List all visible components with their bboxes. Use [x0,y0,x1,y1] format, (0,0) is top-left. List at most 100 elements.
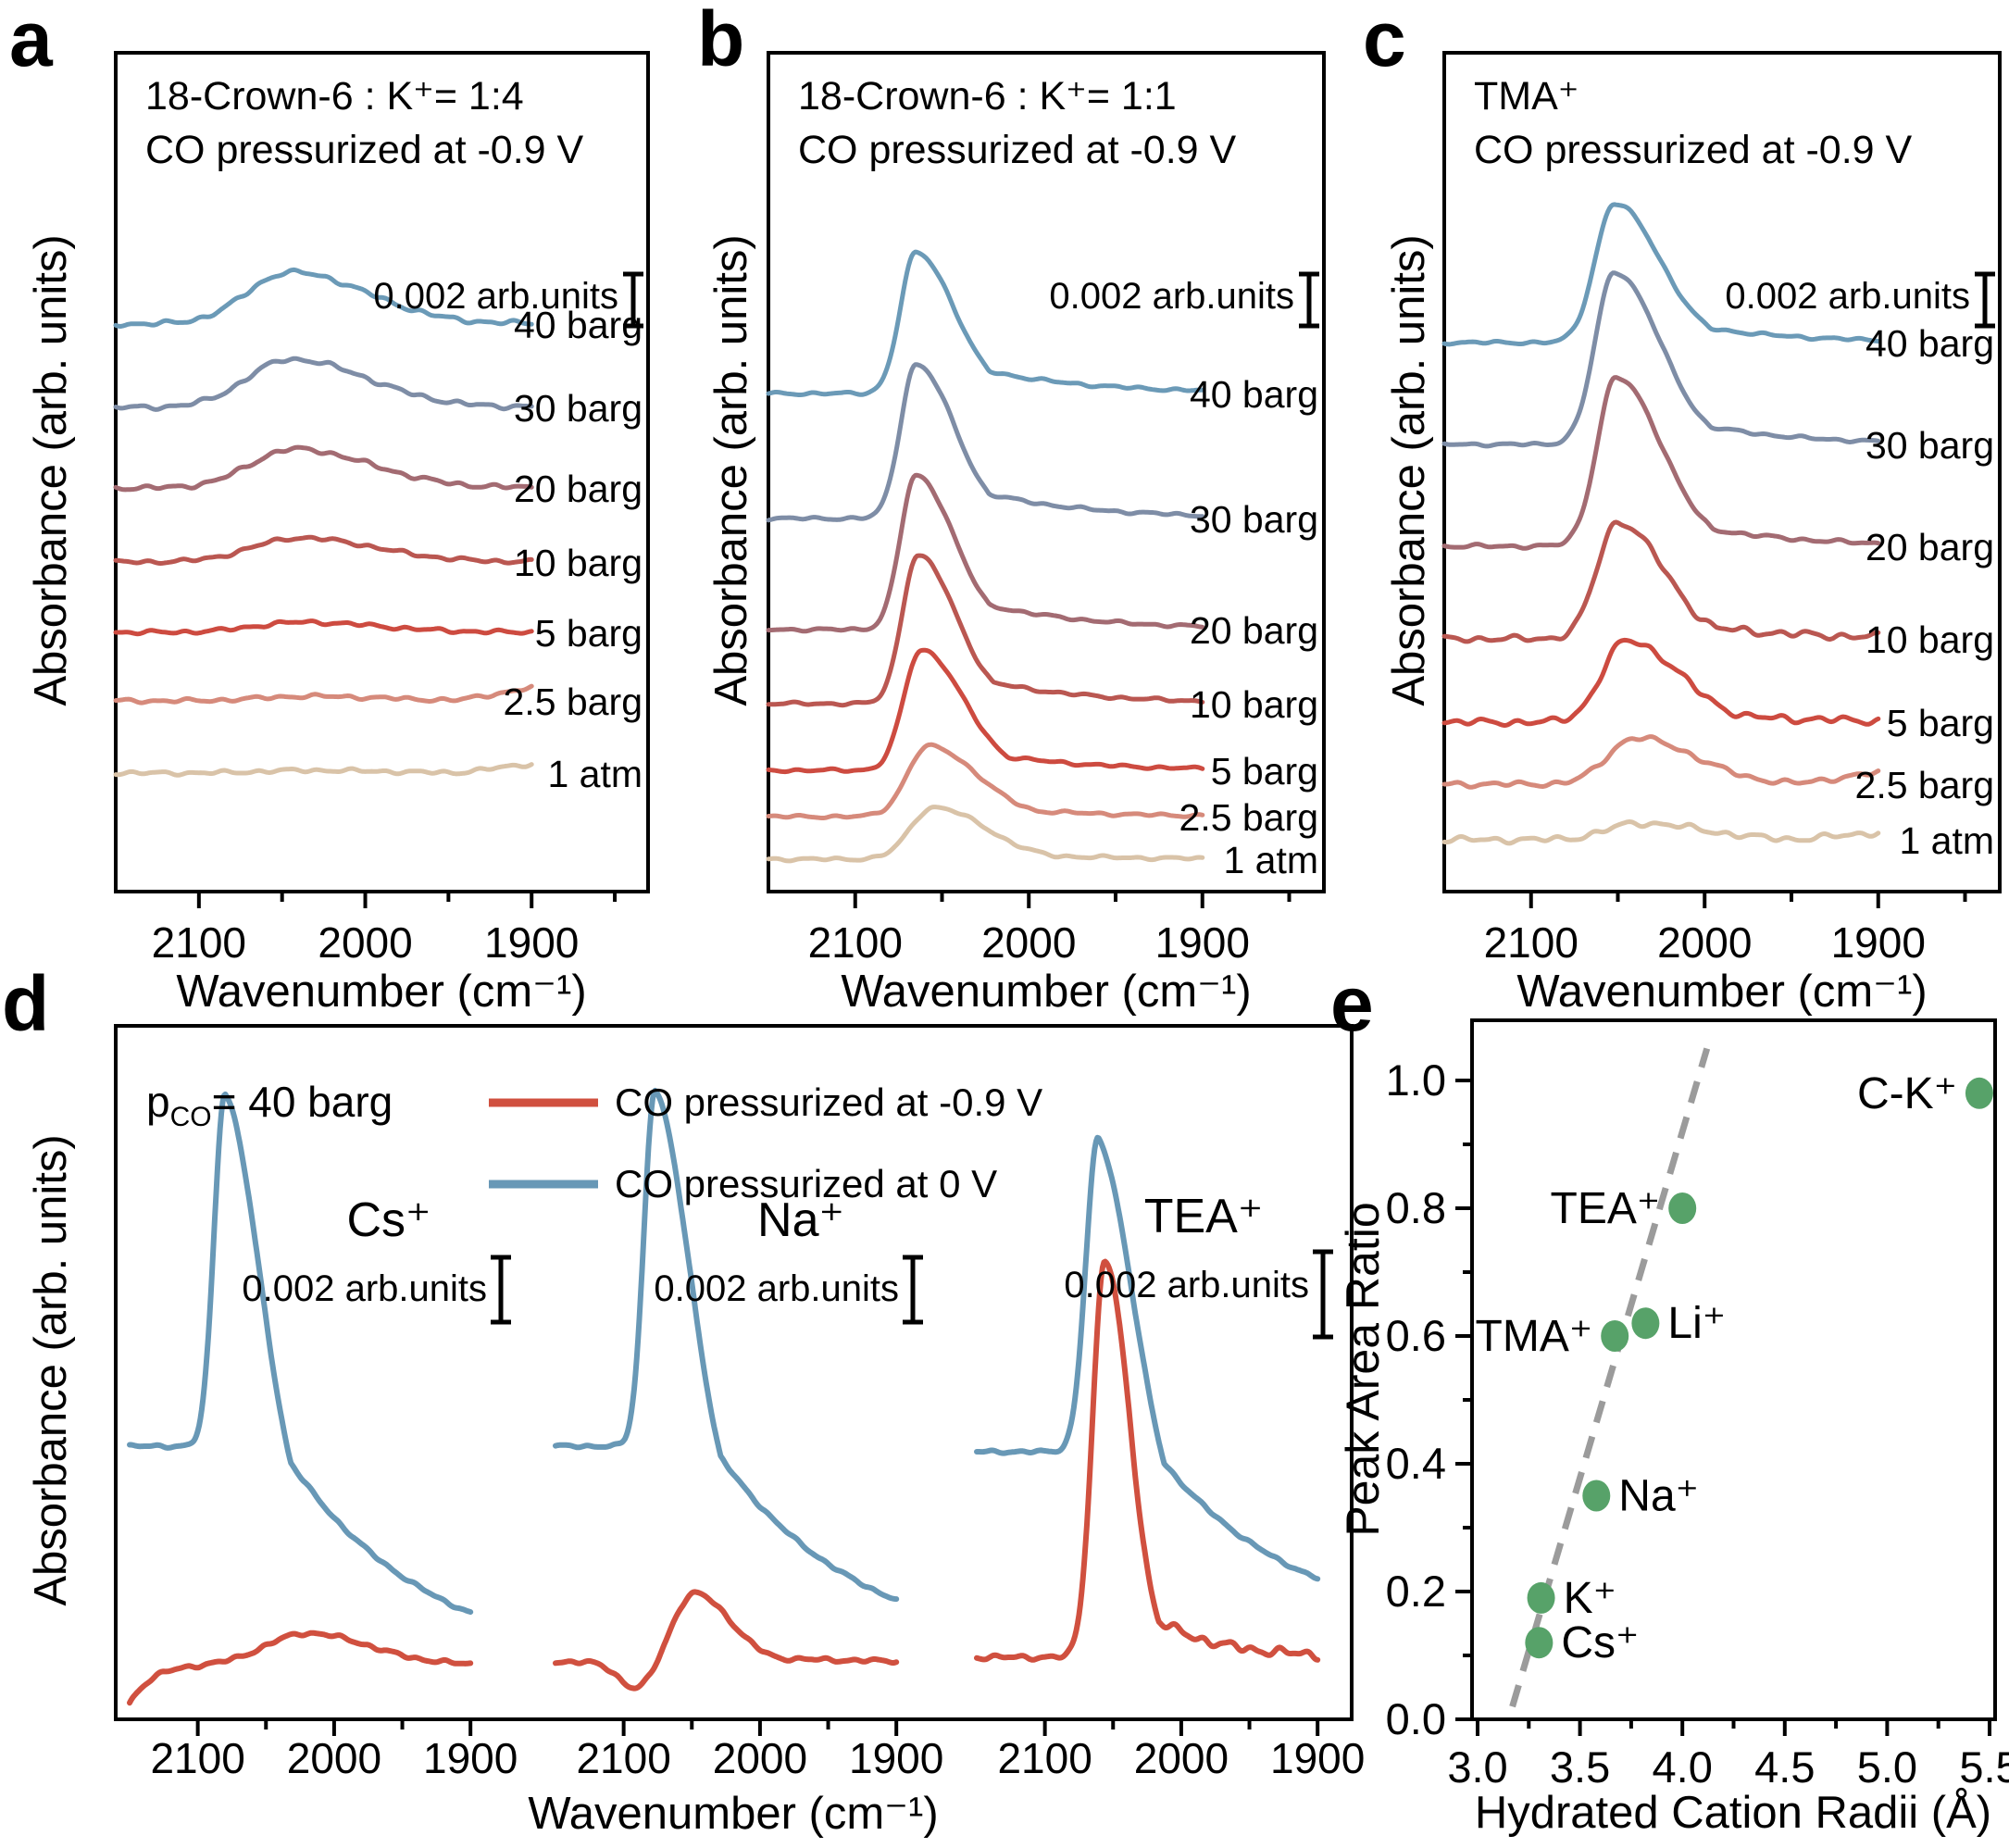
data-point-K [1527,1581,1555,1614]
spectrum-trace-40-barg [766,249,1205,397]
trace-label: 10 barg [1190,683,1318,726]
y-tick-label: 0.0 [1386,1694,1446,1743]
x-tick-label: 5.5 [1959,1742,2009,1792]
panel-letter-b: b [697,0,745,82]
trace-label: 30 barg [514,387,643,430]
x-tick-label: 2100 [1484,918,1578,967]
x-tick-label: 2100 [808,918,903,967]
data-point-C-K [1965,1077,1993,1109]
panel-e-xaxis-title: Hydrated Cation Radii (Å) [1474,1788,1992,1838]
point-label: TMA⁺ [1476,1312,1593,1361]
x-tick-label: 1900 [849,1734,943,1782]
scale-bar-bracket [623,271,643,329]
trace-label: 1 atm [1223,839,1318,881]
panel-letter-d: d [2,960,50,1047]
spectrum-trace-Cs--0.9V [127,1629,474,1706]
spectrum-trace-40-barg [113,267,534,329]
data-point-TEA [1668,1192,1697,1224]
panel-c-box [1442,51,2002,893]
panel-c-xaxis-title: Wavenumber (cm⁻¹) [1516,967,1928,1017]
pco-subscript: CO [169,1102,212,1132]
spectrum-trace-5-barg [113,618,534,637]
x-tick-label: 2100 [150,1734,244,1782]
spectrum-trace-10-barg [1441,519,1881,644]
panel-a-scalebar-label: 0.002 arb.units [373,276,618,317]
spectrum-trace-Na-0V [553,1087,900,1603]
data-point-TMA [1601,1320,1629,1352]
x-tick-label: 1900 [1155,918,1250,967]
panel-a-plot: 2100 2000 1900 40 barg 30 barg 20 barg 10 barg… [113,51,650,967]
scale-bar-bracket [1299,271,1319,329]
trace-label: 20 barg [514,468,643,510]
x-tick-label: 2000 [287,1734,381,1782]
spectrum-trace-TEA--0.9V [974,1258,1321,1663]
y-tick-label: 1.0 [1386,1055,1446,1105]
point-label: TEA⁺ [1551,1184,1661,1233]
panel-b-plot: 2100 2000 1900 40 barg 30 barg 20 barg 10 barg… [766,51,1326,967]
spectrum-trace-Cs-0V [127,1091,474,1616]
data-point-Cs [1525,1627,1554,1659]
panel-b-yaxis-title: Absorbance (arb. units) [706,234,756,706]
trace-label: 10 barg [1866,618,1994,661]
point-label: Na⁺ [1618,1472,1699,1521]
spectrum-trace-TEA-0V [974,1134,1321,1582]
data-point-Na [1582,1480,1611,1512]
spectrum-trace-2.5-barg [113,683,534,705]
x-tick-label: 4.5 [1754,1742,1815,1792]
panel-e-yaxis-title: Peak Area Ratio [1337,1202,1389,1537]
spectrum-trace-30-barg [1441,270,1881,449]
spectrum-trace-10-barg [113,534,534,566]
scale-bar-bracket [1975,271,1995,329]
panel-d-xaxis-title: Wavenumber (cm⁻¹) [528,1789,939,1839]
scale-bar-bracket [903,1255,923,1325]
panel-d-yaxis-title: Absorbance (arb. units) [26,1134,76,1606]
scale-bar-bracket [1313,1249,1333,1340]
spectrum-trace-20-barg [766,472,1205,634]
pco-value: = 40 barg [211,1078,393,1126]
point-label: C-K⁺ [1857,1069,1957,1118]
trace-label: 5 barg [535,612,643,655]
x-tick-label: 2000 [1657,918,1752,967]
legend-label-red: CO pressurized at -0.9 V [615,1080,1043,1124]
x-tick-label: 2100 [152,918,246,967]
spectrum-trace-30-barg [113,356,534,412]
ion-label-na: Na⁺ [757,1193,844,1247]
x-tick-label: 2000 [318,918,412,967]
x-tick-label: 3.5 [1550,1742,1610,1792]
panel-c-title-line1: TMA⁺ [1474,74,1579,119]
x-tick-label: 2000 [981,918,1076,967]
trace-label: 2.5 barg [504,681,643,723]
panel-a-xaxis-title: Wavenumber (cm⁻¹) [176,967,587,1017]
y-tick-label: 0.8 [1386,1183,1446,1232]
panel-b-box [767,51,1326,893]
ion-label-cs: Cs⁺ [346,1193,431,1247]
spectrum-trace-1-atm [766,805,1205,864]
spectrum-trace-2.5-barg [1441,734,1881,790]
panel-a-title-line2: CO pressurized at -0.9 V [145,128,584,172]
legend-label-blue: CO pressurized at 0 V [615,1162,998,1205]
x-tick-label: 1900 [423,1734,518,1782]
panel-a-yaxis-title: Absorbance (arb. units) [26,234,76,706]
panel-c-yaxis-title: Absorbance (arb. units) [1384,234,1434,706]
point-label: K⁺ [1564,1574,1616,1623]
x-tick-label: 3.0 [1447,1742,1507,1792]
trace-label: 20 barg [1866,526,1994,568]
x-tick-label: 4.0 [1653,1742,1713,1792]
trace-label: 40 barg [1190,373,1318,416]
panel-letter-a: a [9,0,53,82]
panel-e-box [1470,1018,1997,1721]
panel-c-scalebar-label: 0.002 arb.units [1725,276,1970,317]
x-tick-label: 2100 [997,1734,1092,1782]
x-tick-label: 1900 [1831,918,1926,967]
spectrum-trace-20-barg [1441,375,1881,551]
x-tick-label: 2000 [1134,1734,1229,1782]
spectrum-trace-30-barg [766,362,1205,523]
point-label: Li⁺ [1667,1299,1726,1348]
x-tick-label: 2100 [576,1734,670,1782]
group-tea-scalebar-label: 0.002 arb.units [1064,1265,1309,1305]
panel-c-plot: 2100 2000 1900 40 barg 30 barg 20 barg 10 barg… [1441,51,2002,967]
panel-a-box [114,51,650,893]
ion-label-tea: TEA⁺ [1143,1190,1264,1243]
trace-label: 1 atm [547,753,643,795]
